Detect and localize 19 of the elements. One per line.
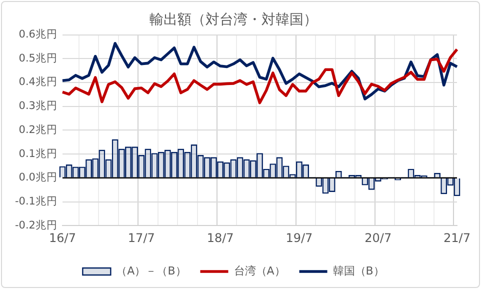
- y-tick-label: 0.2兆円: [18, 122, 58, 136]
- x-tick-label: 19/7: [286, 230, 313, 245]
- legend-label: 韓国（B）: [332, 264, 384, 278]
- chart-title: 輸出額（対台湾・対韓国）: [150, 12, 318, 28]
- y-tick-label: 0.3兆円: [18, 99, 58, 112]
- x-tick-label: 16/7: [49, 230, 76, 245]
- legend-label: 台湾（A）: [234, 264, 286, 278]
- y-tick-label: 0.1兆円: [18, 146, 58, 160]
- y-tick-label: 0.0兆円: [18, 170, 58, 184]
- legend-label: （A）－（B）: [116, 264, 186, 278]
- y-tick-label: 0.6兆円: [18, 28, 58, 41]
- y-tick-label: 0.5兆円: [18, 51, 58, 64]
- y-tick-label: 0.4兆円: [18, 75, 58, 88]
- x-tick-label: 18/7: [206, 230, 234, 245]
- x-tick-label: 20/7: [364, 230, 392, 245]
- y-tick-label: -0.1兆円: [14, 194, 58, 208]
- x-tick-label: 21/7: [444, 230, 470, 245]
- x-tick-label: 17/7: [128, 230, 155, 245]
- y-tick-label: -0.2兆円: [14, 218, 58, 232]
